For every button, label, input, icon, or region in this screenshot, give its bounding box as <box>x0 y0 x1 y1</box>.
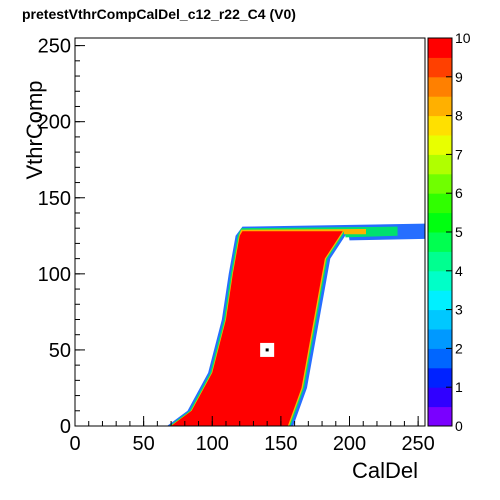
y-tick-label: 50 <box>49 340 71 362</box>
x-tick-label: 200 <box>333 433 366 455</box>
plot-frame <box>74 37 426 427</box>
colorbar-segment <box>428 309 452 330</box>
colorbar-segment <box>428 193 452 214</box>
marker-dot <box>265 348 269 352</box>
colorbar-segment <box>428 212 452 233</box>
y-axis-label: VthrComp <box>22 80 47 179</box>
z-tick-label: 0 <box>455 418 463 434</box>
colorbar-segment <box>428 348 452 369</box>
z-tick-label: 5 <box>455 224 463 240</box>
colorbar-segment <box>428 387 452 408</box>
colorbar-segment <box>428 251 452 272</box>
z-tick-label: 7 <box>455 146 463 162</box>
colorbar-segment <box>428 96 452 117</box>
colorbar-segment <box>428 115 452 136</box>
colorbar-segment <box>428 329 452 349</box>
x-axis-label: CalDel <box>352 458 418 483</box>
colorbar-segment <box>428 367 452 388</box>
y-tick-label: 250 <box>38 36 71 58</box>
x-tick-label: 250 <box>401 433 434 455</box>
colorbar-segment <box>428 154 452 175</box>
x-tick-label: 100 <box>196 433 229 455</box>
colorbar-segment <box>428 76 452 97</box>
colorbar-segment <box>428 38 452 58</box>
y-tick-label: 0 <box>60 416 71 438</box>
colorbar-segment <box>428 135 452 155</box>
x-tick-label: 150 <box>264 433 297 455</box>
y-tick-label: 100 <box>38 264 71 286</box>
colorbar-segment <box>428 406 452 427</box>
colorbar-segment <box>428 270 452 291</box>
colorbar-segment <box>428 290 452 311</box>
z-tick-label: 9 <box>455 69 463 85</box>
chart-title: pretestVthrCompCalDel_c12_r22_C4 (V0) <box>22 6 296 22</box>
z-tick-label: 1 <box>455 379 463 395</box>
colorbar-segment <box>428 57 452 78</box>
z-tick-label: 8 <box>455 108 463 124</box>
y-tick-label: 200 <box>38 112 71 134</box>
region-main <box>171 231 343 426</box>
z-tick-label: 3 <box>455 302 463 318</box>
y-tick-label: 150 <box>38 188 71 210</box>
x-tick-label: 0 <box>69 433 80 455</box>
z-tick-label: 6 <box>455 185 463 201</box>
z-tick-label: 4 <box>455 263 463 279</box>
z-tick-label: 10 <box>455 30 471 46</box>
x-tick-label: 50 <box>133 433 155 455</box>
colorbar-segment <box>428 232 452 252</box>
colorbar-segment <box>428 173 452 194</box>
z-tick-label: 2 <box>455 340 463 356</box>
